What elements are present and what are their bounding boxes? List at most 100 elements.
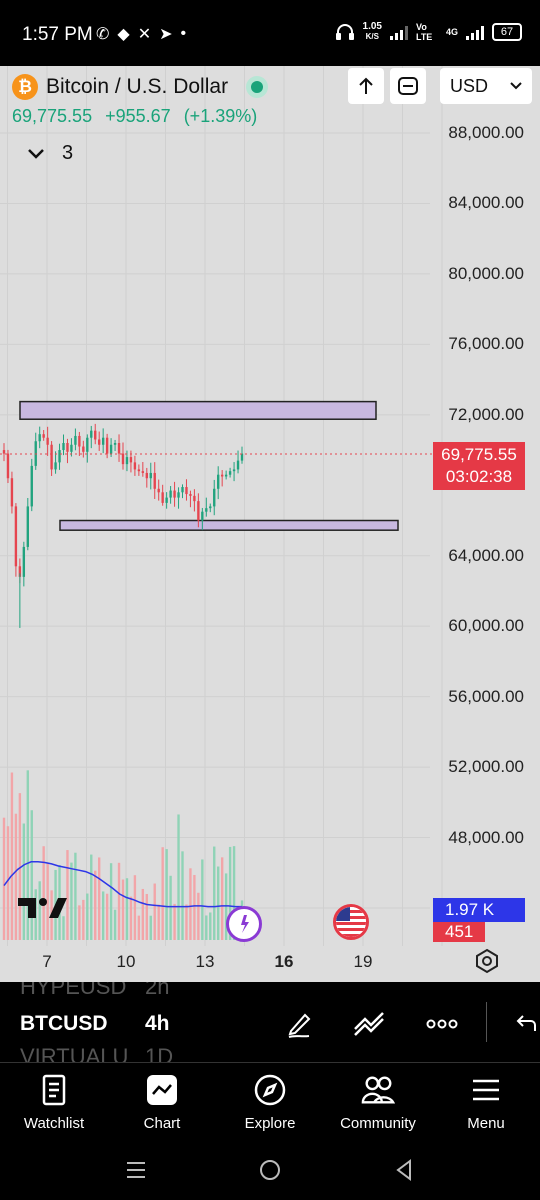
home-icon[interactable] (258, 1158, 282, 1182)
sparkle-icon (241, 915, 249, 933)
volume-bar (113, 909, 117, 940)
candle-up (181, 487, 184, 493)
volume-bar (145, 893, 148, 940)
candle-up (205, 508, 208, 512)
trend-line-tool-button[interactable] (352, 1006, 388, 1042)
candle-down (133, 462, 137, 470)
volume-bar (165, 849, 168, 940)
signal-1-icon (389, 24, 408, 40)
nav-community[interactable]: Community (324, 1063, 432, 1139)
volume-bar (109, 863, 113, 940)
volume-bar (117, 862, 121, 940)
undo-button[interactable] (508, 1006, 540, 1042)
volume-bar (169, 875, 172, 940)
x-axis-label: 10 (116, 952, 136, 971)
nav-menu[interactable]: Menu (432, 1063, 540, 1139)
volume-bar (189, 868, 192, 940)
candle-down (105, 437, 109, 454)
strip-interval[interactable]: 4h (145, 1012, 170, 1035)
candle-up (169, 490, 172, 498)
drawing-tool-button[interactable] (282, 1006, 318, 1042)
candle-down (129, 457, 133, 463)
nav-watchlist[interactable]: Watchlist (0, 1063, 108, 1139)
candle-up (240, 453, 244, 461)
volume-bar (217, 866, 220, 940)
volume-bar (10, 772, 14, 940)
currency-select[interactable]: USD (440, 68, 532, 104)
symbol-strip[interactable]: HYPEUSD 2h BTCUSD 4h VIRTUALU 1D (0, 982, 540, 1062)
symbol-header[interactable]: ₿ Bitcoin / U.S. Dollar (12, 74, 269, 100)
network-type-2: 4G (445, 27, 458, 37)
candle-down (173, 490, 176, 498)
candle-up (125, 457, 129, 465)
battery-indicator: 67 (492, 23, 522, 41)
candle-down (137, 469, 141, 472)
volume-bar (193, 874, 196, 940)
last-price: 69,775.55 (12, 106, 93, 126)
system-nav-bar (0, 1138, 540, 1200)
game-icon: ◆ (117, 26, 130, 43)
volume-bar (101, 891, 105, 940)
y-axis-label: 80,000.00 (448, 263, 524, 283)
nav-chart[interactable]: Chart (108, 1063, 216, 1139)
volume-bar (22, 823, 26, 940)
volume-badge: 1.97 K (433, 898, 525, 922)
volume-bar (137, 915, 141, 940)
candle-down (153, 472, 156, 489)
volume-bar (6, 826, 10, 940)
community-icon (361, 1073, 395, 1107)
volume-bar (90, 854, 93, 940)
recent-apps-icon[interactable] (124, 1158, 148, 1182)
strip-symbol[interactable]: BTCUSD (20, 1012, 108, 1035)
candle-up (86, 437, 89, 452)
candle-down (50, 444, 53, 470)
chart-settings-icon[interactable] (474, 948, 500, 974)
nav-label: Watchlist (23, 1115, 85, 1132)
candle-down (121, 453, 125, 465)
candle-up (177, 492, 180, 498)
volume-bar (228, 846, 232, 940)
more-tools-button[interactable] (424, 1006, 460, 1042)
candle-down (6, 453, 10, 479)
economic-events-button[interactable] (333, 904, 369, 940)
nav-label: Community (340, 1115, 416, 1132)
arrow-up-icon (359, 77, 373, 94)
volume-bar (14, 813, 18, 940)
volume-bar (66, 850, 69, 940)
resistance-zone (19, 400, 377, 420)
candle-down (82, 446, 85, 452)
volume-bar (46, 863, 49, 940)
assistant-button[interactable] (226, 906, 262, 942)
volume-bar (18, 793, 22, 940)
symbol-name[interactable]: Bitcoin / U.S. Dollar (46, 75, 229, 98)
volume-bar (232, 846, 236, 940)
strip-ghost-interval-top: 2h (145, 982, 170, 999)
volume-bar (205, 915, 208, 940)
chart-area[interactable]: ₿ Bitcoin / U.S. Dollar 69,775.55 +955.6… (0, 66, 540, 982)
volume-bar (30, 810, 33, 940)
y-axis-label: 88,000.00 (448, 123, 524, 142)
status-time: 1:57 PM (22, 24, 93, 45)
candle-up (58, 450, 61, 463)
candle-up (236, 460, 240, 470)
y-axis-label: 56,000.00 (448, 686, 524, 706)
fullscreen-button[interactable] (390, 68, 426, 104)
volume-bar (26, 770, 29, 940)
volume-bar (42, 846, 45, 940)
scroll-top-button[interactable] (348, 68, 384, 104)
volume-bar (153, 883, 156, 940)
candle-up (70, 444, 73, 452)
indicators-toggle[interactable]: 3 (26, 142, 73, 165)
volume-bar (213, 846, 216, 940)
volume-bar (161, 847, 164, 940)
nav-explore[interactable]: Explore (216, 1063, 324, 1139)
volume-bar (133, 875, 137, 940)
candle-up (149, 472, 152, 479)
strip-ghost-symbol-bottom: VIRTUALU (20, 1044, 129, 1062)
back-icon[interactable] (392, 1158, 416, 1182)
volume-bar (157, 904, 160, 940)
volume-ma-badge: 451 (433, 922, 485, 942)
candle-down (185, 487, 188, 495)
pen-icon (288, 1013, 311, 1038)
market-open-icon (246, 76, 269, 98)
